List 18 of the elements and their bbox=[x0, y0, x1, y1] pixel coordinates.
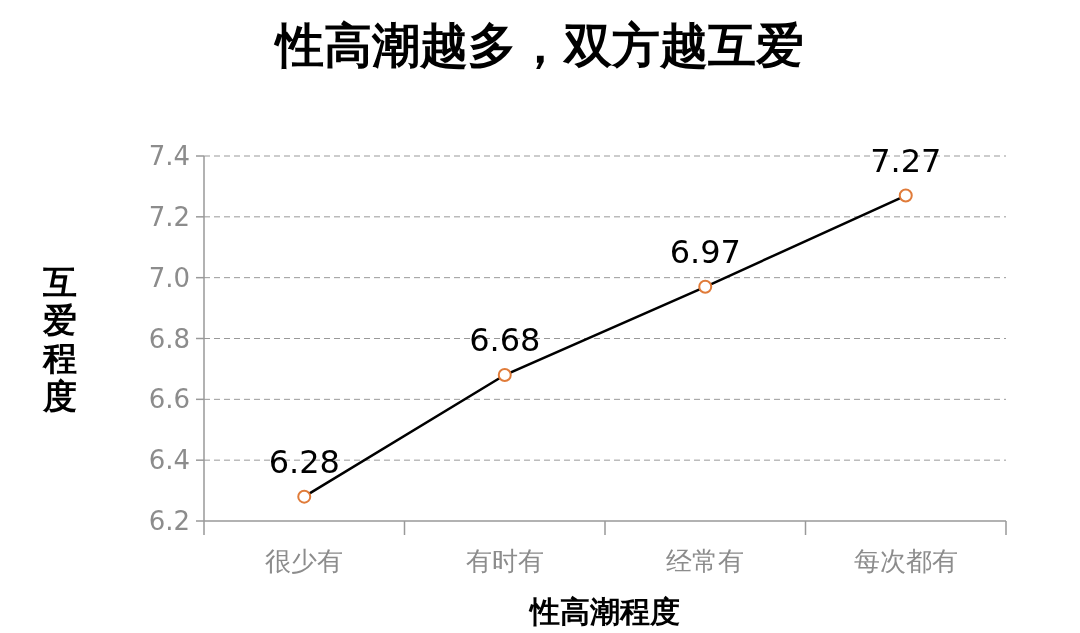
y-tick-label: 7.2 bbox=[148, 201, 190, 232]
x-tick-label: 有时有 bbox=[465, 546, 544, 576]
y-tick-label: 6.8 bbox=[148, 323, 190, 354]
data-label: 6.68 bbox=[469, 321, 541, 359]
y-tick-label: 7.4 bbox=[148, 141, 190, 171]
x-tick-label: 很少有 bbox=[265, 546, 344, 576]
x-tick-label: 每次都有 bbox=[853, 546, 958, 576]
y-tick-label: 6.4 bbox=[148, 445, 190, 476]
x-axis-title: 性高潮程度 bbox=[528, 594, 680, 629]
y-tick-label: 7.0 bbox=[148, 262, 190, 293]
data-label: 6.28 bbox=[268, 442, 340, 481]
y-axis-title: 互爱程度 bbox=[42, 261, 77, 416]
x-tick-label: 经常有 bbox=[666, 546, 745, 576]
y-tick-label: 6.6 bbox=[148, 384, 190, 415]
y-tick-label: 6.2 bbox=[148, 506, 190, 536]
data-label: 6.97 bbox=[669, 232, 741, 271]
chart-title: 性高潮越多，双方越互爱 bbox=[273, 17, 804, 73]
data-label: 7.27 bbox=[870, 141, 942, 180]
